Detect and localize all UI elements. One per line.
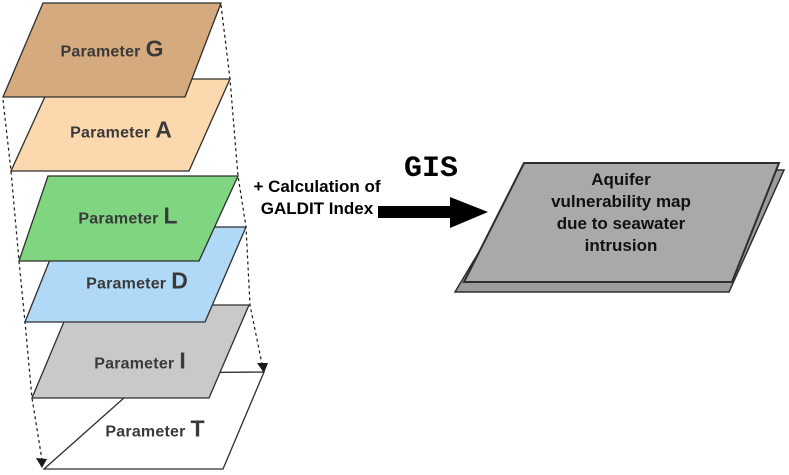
gis-arrow-icon	[378, 197, 488, 228]
layer-L-shape	[18, 175, 240, 262]
right-guide-arrowhead-icon	[257, 363, 268, 373]
left-dashed-guide	[2, 99, 43, 461]
left-guide-arrowhead-icon	[36, 458, 47, 468]
right-dashed-guide	[220, 4, 263, 365]
map-shape	[462, 162, 781, 283]
calculation-note-line2: GALDIT Index	[260, 199, 374, 218]
calculation-note: + Calculation of GALDIT Index	[238, 176, 396, 220]
calculation-note-line1: + Calculation of	[253, 177, 381, 196]
layer-G-shape	[2, 2, 222, 98]
gis-label: GIS	[403, 152, 458, 186]
map-caption: Aquifer vulnerability map due to seawate…	[551, 170, 691, 255]
